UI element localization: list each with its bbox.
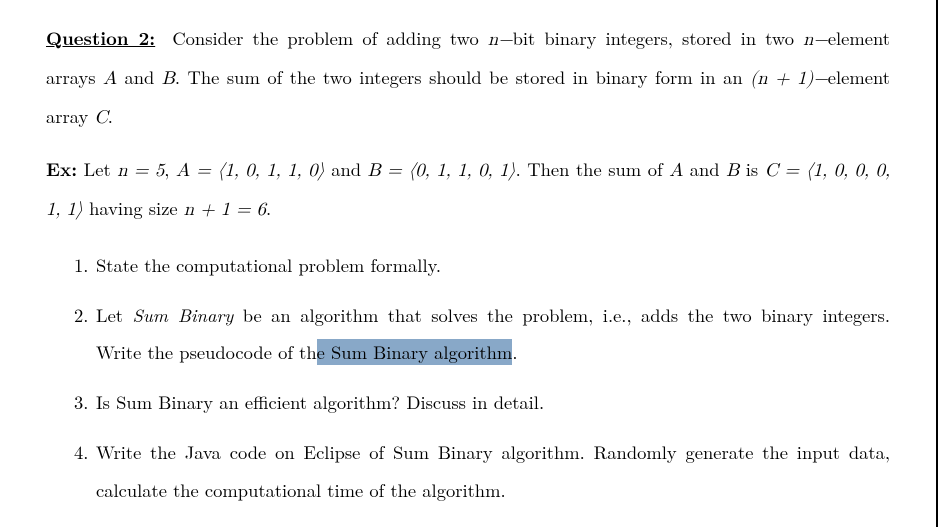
example-block: Ex: Let n = 5, A = ⟨1, 0, 1, 1, 0⟩ and B… <box>46 151 890 229</box>
item-number: 4. <box>74 434 96 472</box>
ex-Beq: B = ⟨0, 1, 1, 0, 1⟩ <box>368 161 516 180</box>
item-2-sumbinary: Sum Binary <box>132 302 233 328</box>
intro-text-1: Consider the problem of adding two <box>172 25 488 51</box>
document-page: Question 2: Consider the problem of addi… <box>0 0 938 527</box>
list-item-3: 3. Is Sum Binary an efficient algorithm?… <box>74 384 890 422</box>
example-label: Ex: <box>46 156 77 182</box>
item-2-highlight: e Sum Binary algorithm <box>317 339 513 365</box>
ex-Aeq: A = ⟨1, 0, 1, 1, 0⟩ <box>176 161 325 180</box>
intro-C: C <box>94 108 107 127</box>
intro-B: B <box>162 69 175 88</box>
list-item-2: 2. Let Sum Binary be an algorithm that s… <box>74 297 890 373</box>
ex-is: is <box>739 156 765 182</box>
ex-period: . <box>266 195 271 221</box>
item-2-body: Let Sum Binary be an algorithm that solv… <box>74 297 890 373</box>
question-heading: Question 2: <box>46 25 155 51</box>
question-intro: Question 2: Consider the problem of addi… <box>46 20 890 137</box>
ex-B2: B <box>726 161 739 180</box>
ex-and2: and <box>683 156 726 182</box>
ex-line1a: Let <box>77 156 117 182</box>
list-item-4: 4. Write the Java code on Eclipse of Sum… <box>74 434 890 510</box>
list-item-1: 1. State the computational problem forma… <box>74 247 890 285</box>
ex-tail1: . Then the sum of <box>516 156 670 182</box>
item-number: 1. <box>74 247 96 285</box>
item-1-text: State the computational problem formally… <box>74 247 890 285</box>
ex-np1eq: n + 1 = 6 <box>184 200 266 219</box>
intro-period: . <box>108 103 113 129</box>
intro-text-4: . The sum of the two integers should be … <box>175 64 750 90</box>
intro-np1: (n + 1)− <box>750 69 828 88</box>
intro-and1: and <box>117 64 162 90</box>
intro-nelem: n− <box>803 30 828 49</box>
item-number: 3. <box>74 384 96 422</box>
ex-neq: n = 5 <box>117 161 164 180</box>
item-2-text-c: . <box>512 339 517 365</box>
intro-A: A <box>103 69 117 88</box>
ex-and1: and <box>325 156 368 182</box>
item-2-text-a: Let <box>96 302 132 328</box>
ex-comma1: , <box>164 156 176 182</box>
item-number: 2. <box>74 297 96 335</box>
ex-A2: A <box>669 161 683 180</box>
intro-nbit: n− <box>488 30 513 49</box>
intro-text-2: bit binary integers, stored in two <box>513 25 804 51</box>
item-3-text: Is Sum Binary an efficient algorithm? Di… <box>74 384 890 422</box>
ordered-list: 1. State the computational problem forma… <box>46 247 890 511</box>
item-4-text: Write the Java code on Eclipse of Sum Bi… <box>74 434 890 510</box>
ex-having: having size <box>83 195 184 221</box>
